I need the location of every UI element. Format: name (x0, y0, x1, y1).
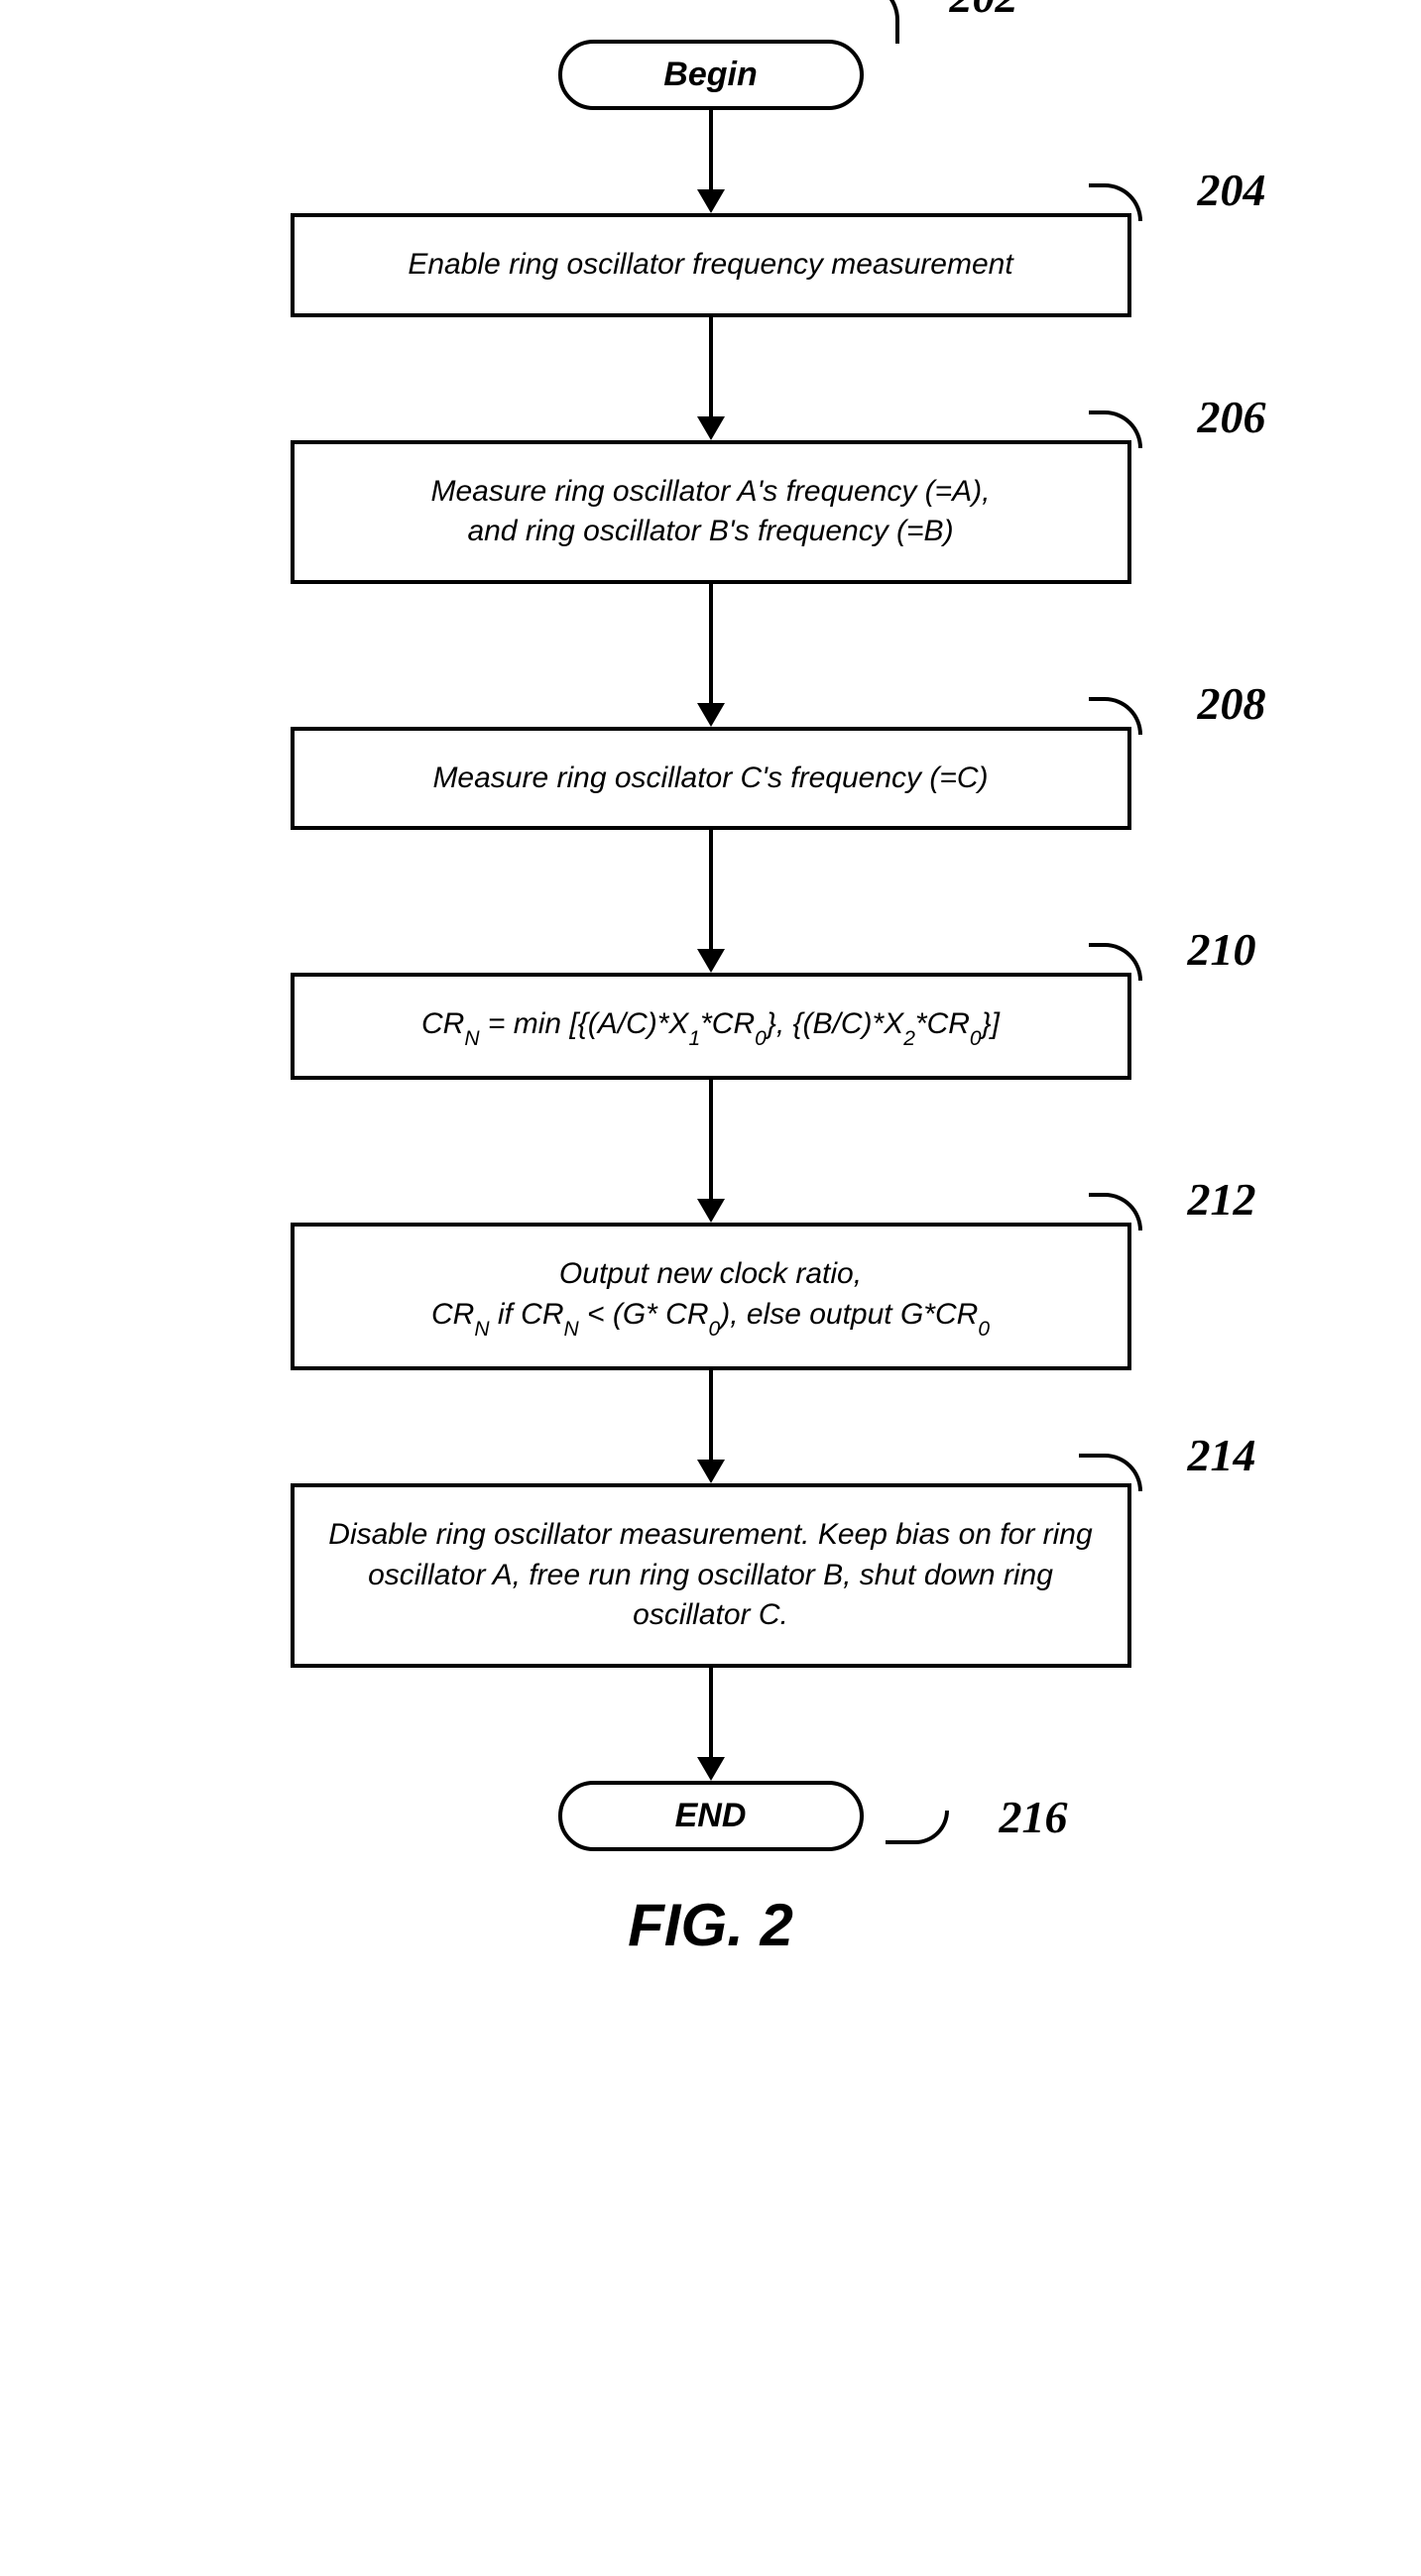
node-measure-c: Measure ring oscillator C's frequency (=… (291, 727, 1131, 831)
node-end: END (558, 1781, 864, 1851)
node-measure-c-wrap: 208 Measure ring oscillator C's frequenc… (265, 727, 1157, 831)
ref-216: 216 (1000, 1791, 1068, 1843)
arrow-5 (697, 1080, 725, 1223)
arrow-6 (697, 1370, 725, 1483)
node-measure-ab: Measure ring oscillator A's frequency (=… (291, 440, 1131, 584)
leader-216 (886, 1811, 949, 1844)
node-disable-wrap: 214 Disable ring oscillator measurement.… (265, 1483, 1157, 1668)
ref-212: 212 (1188, 1173, 1256, 1226)
node-formula: CRN = min [{(A/C)*X1*CR0}, {(B/C)*X2*CR0… (291, 973, 1131, 1080)
ref-214: 214 (1188, 1429, 1256, 1481)
leader-210 (1089, 943, 1142, 981)
node-enable-wrap: 204 Enable ring oscillator frequency mea… (265, 213, 1157, 317)
node-begin-wrap: 202 Begin (265, 40, 1157, 110)
node-measure-ab-wrap: 206 Measure ring oscillator A's frequenc… (265, 440, 1157, 584)
leader-206 (1089, 410, 1142, 448)
node-begin: Begin (558, 40, 864, 110)
ref-202: 202 (950, 0, 1018, 23)
leader-202 (776, 0, 899, 44)
arrow-2 (697, 317, 725, 440)
ref-208: 208 (1198, 677, 1266, 730)
ref-206: 206 (1198, 391, 1266, 443)
leader-214 (1079, 1454, 1142, 1491)
figure-caption: FIG. 2 (628, 1891, 793, 1959)
leader-204 (1089, 183, 1142, 221)
node-output-wrap: 212 Output new clock ratio,CRN if CRN < … (265, 1223, 1157, 1370)
arrow-4 (697, 830, 725, 973)
leader-212 (1089, 1193, 1142, 1230)
arrow-3 (697, 584, 725, 727)
ref-204: 204 (1198, 164, 1266, 216)
ref-210: 210 (1188, 923, 1256, 976)
node-disable: Disable ring oscillator measurement. Kee… (291, 1483, 1131, 1668)
node-formula-wrap: 210 CRN = min [{(A/C)*X1*CR0}, {(B/C)*X2… (265, 973, 1157, 1080)
leader-208 (1089, 697, 1142, 735)
node-output: Output new clock ratio,CRN if CRN < (G* … (291, 1223, 1131, 1370)
arrow-7 (697, 1668, 725, 1781)
arrow-1 (697, 110, 725, 213)
node-end-wrap: END 216 (265, 1781, 1157, 1851)
flowchart-container: 202 Begin 204 Enable ring oscillator fre… (265, 40, 1157, 1959)
node-enable: Enable ring oscillator frequency measure… (291, 213, 1131, 317)
